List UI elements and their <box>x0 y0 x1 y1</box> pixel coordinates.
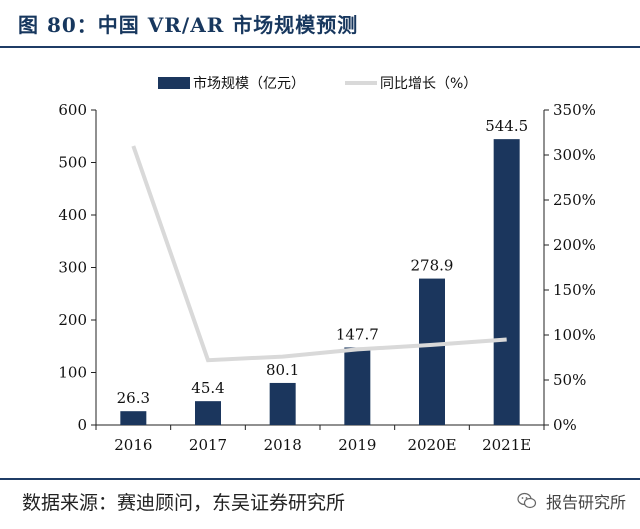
right-tick-label: 0% <box>553 416 577 434</box>
line-series <box>131 145 507 363</box>
right-tick-label: 350% <box>553 101 596 119</box>
legend-label-market-size: 市场规模（亿元） <box>193 75 305 92</box>
left-tick-label: 300 <box>58 259 87 277</box>
left-tick-label: 500 <box>58 154 87 172</box>
data-label: 544.5 <box>485 117 528 135</box>
figure-title: 图 80：中国 VR/AR 市场规模预测 <box>18 13 359 37</box>
bar <box>419 278 445 425</box>
wechat-icon <box>517 492 536 509</box>
bar <box>120 411 147 425</box>
data-label: 278.9 <box>411 257 454 275</box>
source-divider <box>0 478 640 480</box>
left-tick-label: 0 <box>77 416 87 434</box>
data-labels: 26.3 45.4 80.1 147.7 278.9 544.5 <box>117 117 529 407</box>
bar-series <box>120 139 520 425</box>
data-label: 80.1 <box>266 361 299 379</box>
chart-legend: 市场规模（亿元） 同比增长（%） <box>158 75 477 92</box>
data-label: 26.3 <box>117 389 150 407</box>
left-tick-label: 100 <box>58 364 87 382</box>
title-divider <box>0 46 640 48</box>
legend-label-yoy-growth: 同比增长（%） <box>380 76 477 92</box>
data-source: 数据来源：赛迪顾问，东吴证券研究所 <box>22 492 346 514</box>
x-tick-label: 2019 <box>338 436 376 454</box>
bar <box>344 347 371 425</box>
watermark-text: 报告研究所 <box>545 493 626 512</box>
bar <box>195 401 221 425</box>
legend-swatch-market-size <box>158 77 190 89</box>
yoy-growth-line <box>131 145 507 363</box>
right-tick-label: 200% <box>553 236 596 254</box>
left-tick-label: 400 <box>58 206 87 224</box>
right-tick-label: 150% <box>553 281 596 299</box>
data-label: 147.7 <box>336 325 379 343</box>
right-tick-label: 100% <box>553 326 596 344</box>
x-tick-label: 2018 <box>264 436 302 454</box>
right-tick-label: 300% <box>553 146 596 164</box>
chart-svg: 0 100 200 300 400 500 600 0% 50% 100% 150% 200% 250%… <box>58 75 596 454</box>
chart-axes: 0 100 200 300 400 500 600 0% 50% 100% 150% 200% 250%… <box>58 101 596 454</box>
right-tick-label: 250% <box>553 191 596 209</box>
x-tick-label: 2017 <box>189 436 227 454</box>
right-tick-label: 50% <box>553 371 586 389</box>
left-tick-label: 600 <box>58 101 87 119</box>
bar <box>493 139 520 425</box>
x-tick-label: 2021E <box>482 436 531 454</box>
data-label: 45.4 <box>191 379 224 397</box>
bar <box>269 382 296 425</box>
x-tick-label: 2016 <box>114 436 152 454</box>
left-tick-label: 200 <box>58 311 87 329</box>
watermark: 报告研究所 <box>517 489 626 513</box>
x-tick-label: 2020E <box>407 436 456 454</box>
